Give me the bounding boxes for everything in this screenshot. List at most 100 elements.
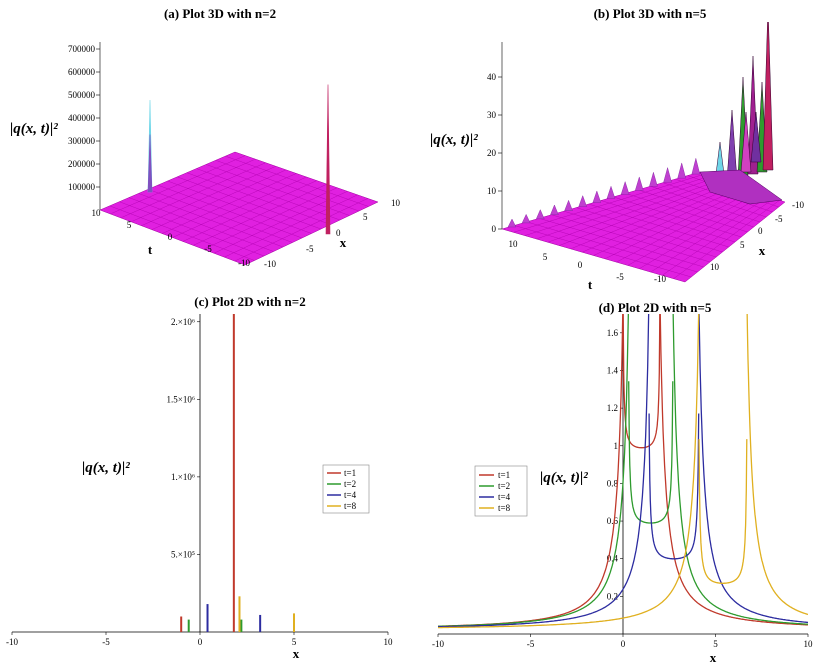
panel-c-title: (c) Plot 2D with n=2 xyxy=(194,294,306,309)
x-tick-label: 0 xyxy=(336,228,341,238)
z-tick-label: 10 xyxy=(487,186,497,196)
mesh-line xyxy=(616,190,754,263)
panel-a-chart[interactable]: 100000 200000 300000 400000 500000 600000 7000… xyxy=(0,22,400,280)
surface-ripple xyxy=(578,195,587,207)
x-tick-label: 10 xyxy=(391,198,400,208)
curve-t=2 xyxy=(628,381,674,524)
mesh-line xyxy=(206,164,350,216)
t-tick-label: 10 xyxy=(92,208,102,218)
x-tick-label: 5 xyxy=(292,637,297,647)
legend-entry: t=2 xyxy=(498,481,510,491)
mesh-line xyxy=(234,198,368,262)
mesh-line xyxy=(224,194,358,258)
panel-d-title: (d) Plot 2D with n=5 xyxy=(598,300,712,315)
x-tick-label: -5 xyxy=(102,637,110,647)
mesh-line xyxy=(673,199,780,279)
z-tick-label: 500000 xyxy=(68,90,96,100)
legend: t=1t=2t=4t=8 xyxy=(474,465,528,517)
t-tick-label: 0 xyxy=(578,260,583,270)
legend-entry: t=8 xyxy=(498,503,511,513)
mesh-line xyxy=(215,160,360,212)
x-tick-label: -5 xyxy=(775,214,783,224)
mesh-line xyxy=(593,186,743,256)
legend-entry: t=2 xyxy=(344,479,356,489)
surface-peak xyxy=(726,109,738,181)
y-tick-label: 0.8 xyxy=(607,478,619,488)
surface-peak xyxy=(750,111,762,163)
z-axis-label: |q(x, t)|² xyxy=(430,132,478,148)
t-tick-label: -5 xyxy=(204,244,212,254)
panel-b-chart[interactable]: 0 10 20 30 40 10 5 0 -5 -10 -10 -5 0 5 10 t x |q(x, t)|² xyxy=(410,22,820,292)
y-tick-label: 1.2 xyxy=(607,403,618,413)
y-tick-label: 0.4 xyxy=(607,554,619,564)
z-tick-label: 300000 xyxy=(68,136,96,146)
surface-ripple xyxy=(663,166,672,183)
surface-ripple xyxy=(606,185,616,199)
x-tick-label: 10 xyxy=(384,637,394,647)
curve-t=8 xyxy=(438,314,700,629)
curve-t=1 xyxy=(659,314,808,626)
surface-ripple xyxy=(535,209,545,220)
mesh-line xyxy=(639,194,764,269)
x-axis-label: x xyxy=(710,650,717,665)
legend-entry: t=1 xyxy=(498,470,510,480)
x-tick-label: 5 xyxy=(740,240,745,250)
mesh-line xyxy=(613,196,742,238)
surface-ripple xyxy=(691,158,701,175)
panel-d-chart[interactable]: -10 -5 0 5 10 0.2 0.4 0.6 0.8 1 1.2 1.4 1.6 x |q(x, t)… xyxy=(410,300,820,669)
t-tick-label: 10 xyxy=(509,239,519,249)
x-tick-label: 0 xyxy=(198,637,203,647)
z-tick-label: 40 xyxy=(487,72,497,82)
surface-peak xyxy=(740,111,752,173)
x-tick-label: -10 xyxy=(264,259,276,269)
surface-peak xyxy=(325,84,331,235)
mesh-line xyxy=(172,176,307,238)
x-tick-label: 5 xyxy=(363,212,368,222)
z-tick-label: 400000 xyxy=(68,113,96,123)
y-tick-label: 1.6 xyxy=(607,328,619,338)
legend-entry: t=4 xyxy=(344,490,357,500)
z-tick-label: 700000 xyxy=(68,44,96,54)
panel-c-chart[interactable]: -10 -5 0 5 10 5.×10⁵ 1.×10⁶ 1.5×10⁶ 2.×10⁶ x |q(x,… xyxy=(0,300,410,669)
mesh-line xyxy=(604,188,748,259)
mesh-line xyxy=(662,198,775,276)
mesh-line xyxy=(196,168,341,221)
x-tick-label: 10 xyxy=(804,639,814,649)
z-tick-label: 30 xyxy=(487,110,497,120)
curve-t=8 xyxy=(746,314,808,616)
z-tick-label: 100000 xyxy=(68,182,96,192)
mesh-line xyxy=(186,172,331,225)
surface-ripple xyxy=(564,199,573,211)
legend-entry: t=8 xyxy=(344,501,357,511)
t-tick-label: -5 xyxy=(616,272,624,282)
t-tick-label: 0 xyxy=(168,232,173,242)
curve-t=8 xyxy=(698,439,748,584)
x-tick-label: -5 xyxy=(306,244,314,254)
curve-t=4 xyxy=(698,314,808,624)
mesh-line xyxy=(625,193,748,233)
curve-t=4 xyxy=(438,314,650,628)
y-tick-label: 2.×10⁶ xyxy=(171,317,195,327)
x-tick-label: 0 xyxy=(758,226,763,236)
z-tick-label: 0 xyxy=(492,224,497,234)
panel-a-title: (a) Plot 3D with n=2 xyxy=(163,6,277,21)
curve-t=2 xyxy=(672,314,808,625)
curve-t=2 xyxy=(438,314,629,627)
surface-ripple xyxy=(620,180,630,195)
t-tick-label: 5 xyxy=(127,220,132,230)
surface-plane xyxy=(501,171,786,283)
y-axis-label: |q(x, t)|² xyxy=(540,470,588,486)
mesh-line xyxy=(638,189,754,228)
legend-entry: t=1 xyxy=(344,468,356,478)
surface-ripple xyxy=(521,213,531,224)
surface-ripple xyxy=(635,176,644,191)
y-tick-label: 1.×10⁶ xyxy=(171,472,195,482)
x-tick-label: 10 xyxy=(710,262,720,272)
x-tick-label: -10 xyxy=(6,637,18,647)
z-tick-label: 600000 xyxy=(68,67,96,77)
mesh-line xyxy=(650,186,761,223)
mesh-line xyxy=(182,180,317,242)
y-tick-label: 1.5×10⁶ xyxy=(167,394,195,404)
surface-ripple xyxy=(550,204,559,215)
t-axis-label: t xyxy=(148,242,153,257)
